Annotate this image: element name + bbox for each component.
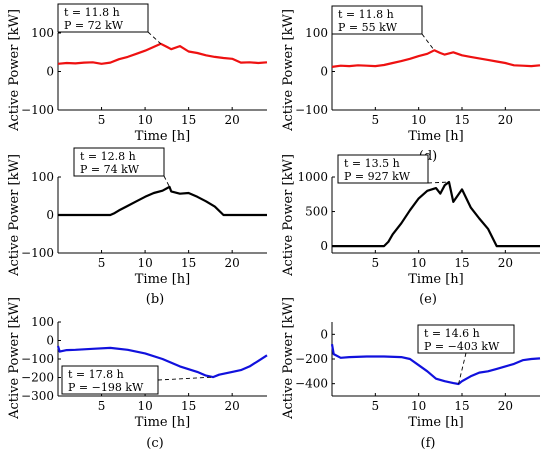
y-tick-label: −100 (21, 103, 54, 117)
y-tick-label: 0 (320, 65, 328, 79)
x-tick-label: 20 (225, 113, 240, 127)
annotation-leader (427, 181, 450, 184)
panel-caption: (b) (146, 292, 164, 307)
x-tick-label: 5 (98, 399, 106, 413)
x-tick-label: 5 (372, 256, 380, 270)
y-tick-label: −400 (295, 377, 328, 391)
x-tick-label: 20 (498, 256, 513, 270)
annotation-power: P = 927 kW (344, 170, 411, 183)
x-axis-label: Time [h] (135, 272, 191, 287)
y-tick-label: 100 (31, 170, 54, 184)
x-tick-label: 15 (181, 256, 196, 270)
x-tick-label: 20 (498, 399, 513, 413)
x-axis-label: Time [h] (408, 415, 464, 430)
y-axis-label: Active Power [kW] (281, 297, 296, 420)
x-tick-label: 5 (98, 256, 106, 270)
annotation-box (337, 154, 429, 184)
y-tick-label: 1000 (297, 170, 328, 184)
x-tick-label: 10 (137, 113, 152, 127)
series-line (57, 42, 268, 65)
annotation-box (331, 5, 423, 35)
x-axis-label: Time [h] (135, 129, 191, 144)
series-line (56, 345, 268, 379)
x-tick-label: 20 (225, 256, 240, 270)
panel-caption: (f) (421, 436, 436, 451)
x-tick-label: 15 (181, 113, 196, 127)
annotation-time: t = 11.8 h (64, 6, 120, 19)
y-axis-label: Active Power [kW] (7, 154, 22, 277)
annotation-time: t = 14.6 h (424, 327, 480, 340)
y-tick-label: 0 (46, 208, 54, 222)
annotation-box (417, 324, 515, 354)
y-tick-label: −100 (21, 246, 54, 260)
y-tick-label: 0 (320, 327, 328, 341)
panel-c: 5 10 15 20 −300 −200 −100 0 100 Time [h] Active Po… (7, 297, 268, 451)
x-tick-label: 15 (181, 399, 196, 413)
x-tick-label: 15 (454, 399, 469, 413)
annotation-time: t = 13.5 h (344, 157, 400, 170)
annotation-leader (458, 352, 467, 385)
series-line (330, 344, 541, 386)
annotation-leader (147, 31, 162, 45)
y-tick-label: −200 (21, 371, 54, 385)
panel-b: 5 10 15 20 −100 0 100 Time [h] Active Power [kW]… (7, 147, 267, 307)
panel-caption: (e) (419, 292, 437, 307)
x-tick-label: 10 (137, 399, 152, 413)
annotation-time: t = 17.8 h (68, 368, 124, 381)
y-tick-label: 100 (31, 26, 54, 40)
x-tick-label: 10 (411, 113, 426, 127)
x-tick-label: 10 (411, 256, 426, 270)
y-tick-label: 0 (46, 65, 54, 79)
y-axis-label: Active Power [kW] (281, 154, 296, 277)
annotation-box (57, 3, 149, 33)
annotation-box (61, 365, 159, 395)
panel-a: 5 10 15 20 −100 0 100 Time [h] Active Power [kW]… (7, 3, 268, 164)
y-tick-label: −100 (295, 103, 328, 117)
panel-e: 5 10 15 20 0 500 1000 Time [h] Active Power [kW]… (281, 154, 540, 307)
y-tick-label: 0 (320, 239, 328, 253)
series-line (331, 49, 541, 68)
y-tick-label: 100 (305, 26, 328, 40)
y-tick-label: −300 (21, 389, 54, 403)
y-tick-label: −100 (21, 352, 54, 366)
annotation-power: P = −198 kW (68, 381, 144, 394)
y-axis-label: Active Power [kW] (7, 297, 22, 420)
y-tick-label: 0 (46, 334, 54, 348)
y-axis-label: Active Power [kW] (281, 9, 296, 132)
annotation-power: P = 55 kW (338, 21, 398, 34)
y-tick-label: −200 (295, 352, 328, 366)
panel-d: 5 10 15 20 −100 0 100 Time [h] Active Power [kW]… (281, 5, 541, 164)
x-tick-label: 5 (372, 399, 380, 413)
annotation-time: t = 11.8 h (338, 8, 394, 21)
y-axis-label: Active Power [kW] (7, 9, 22, 132)
annotation-power: P = 72 kW (64, 19, 124, 32)
series-line (332, 180, 540, 248)
x-tick-label: 15 (454, 113, 469, 127)
x-axis-label: Time [h] (408, 129, 464, 144)
x-tick-label: 5 (372, 113, 380, 127)
annotation-power: P = 74 kW (80, 163, 140, 176)
annotation-time: t = 12.8 h (80, 150, 136, 163)
x-tick-label: 20 (225, 399, 240, 413)
x-tick-label: 15 (454, 256, 469, 270)
annotation-box (73, 147, 165, 177)
x-tick-label: 5 (98, 113, 106, 127)
x-axis-label: Time [h] (408, 272, 464, 287)
y-tick-label: 100 (31, 315, 54, 329)
series-line (58, 185, 267, 217)
annotation-leader (421, 33, 435, 51)
x-axis-label: Time [h] (135, 415, 191, 430)
y-tick-label: 500 (305, 205, 328, 219)
annotation-power: P = −403 kW (424, 340, 500, 353)
x-tick-label: 10 (411, 399, 426, 413)
annotation-leader (163, 175, 170, 188)
x-tick-label: 10 (137, 256, 152, 270)
panel-f: 5 10 15 20 −400 −200 0 Time [h] Active Power [kW… (281, 297, 541, 451)
panel-caption: (c) (146, 436, 163, 451)
annotation-leader (157, 376, 214, 381)
x-tick-label: 20 (498, 113, 513, 127)
